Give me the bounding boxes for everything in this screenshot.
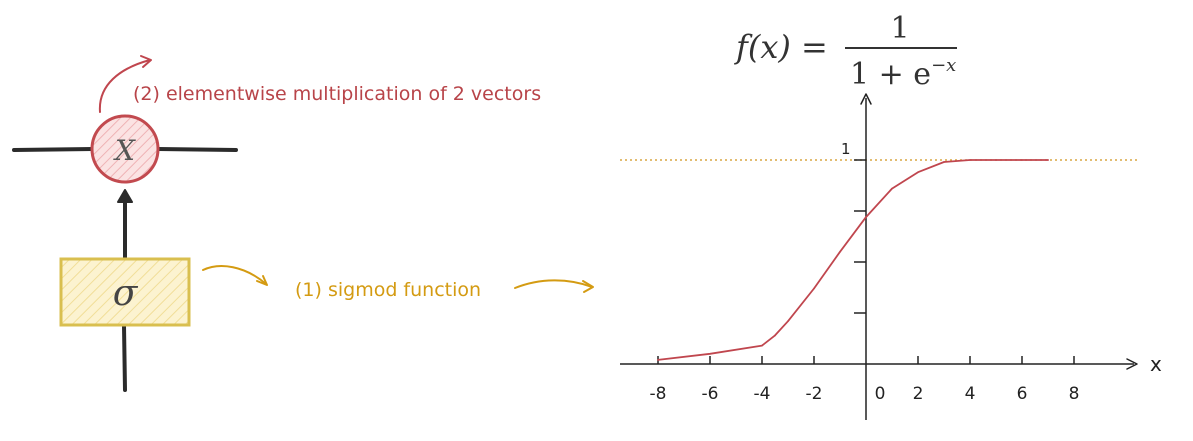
curved-arrow <box>98 59 151 113</box>
sigmoid-label: (1) sigmod function <box>295 279 481 301</box>
formula-denominator-exp: −x <box>931 55 956 76</box>
x-tick-label-6: 4 <box>965 384 976 404</box>
sigmoid-point-0 <box>657 359 659 361</box>
y-tick-label: 1 <box>841 140 851 158</box>
formula-denominator-base: 1 + e <box>850 57 931 92</box>
output-line-right <box>156 147 238 152</box>
sigmoid-point-12 <box>995 159 997 161</box>
gate-diagram: X σ (2) elementwise multiplication of 2 … <box>12 55 594 392</box>
y-axis-arrow <box>860 93 872 105</box>
formula-lhs: f(x) = <box>734 28 828 66</box>
sigmoid-formula: f(x) = 1 1 + e−x <box>734 11 957 92</box>
x-tick-label-2: -4 <box>754 384 771 404</box>
sigmoid-point-6 <box>839 251 841 253</box>
x-tick-label-0: -8 <box>650 384 667 404</box>
sigma-input-line <box>122 324 127 392</box>
sigmoid-point-11 <box>969 159 971 161</box>
sigmoid-point-5 <box>813 287 815 290</box>
sigmoid-arrow-1-head <box>256 275 268 286</box>
x-tick-label-5: 2 <box>913 384 924 404</box>
x-tick-label-1: -6 <box>702 384 719 404</box>
sigmoid-arrow-2-head <box>582 280 594 293</box>
x-tick-label-7: 6 <box>1017 384 1028 404</box>
x-tick-label-3: -2 <box>806 384 823 404</box>
sigma-box <box>59 257 191 327</box>
sigmoid-arrow-1 <box>202 265 267 285</box>
sigmoid-chart: x 1 -8 -6 -4 -2 0 2 4 6 8 <box>620 93 1162 420</box>
input-line-left <box>12 147 95 152</box>
arrow-up-head <box>117 189 133 203</box>
sigmoid-point-3 <box>774 334 776 337</box>
curved-arrow-head <box>140 55 152 68</box>
sigma-symbol: σ <box>113 273 139 314</box>
multiply-label: (2) elementwise multiplication of 2 vect… <box>133 83 541 105</box>
x-axis-arrow <box>1126 358 1138 370</box>
x-axis-label: x <box>1150 352 1162 376</box>
formula-denominator: 1 + e−x <box>850 55 956 92</box>
multiply-symbol: X <box>113 134 136 167</box>
multiply-node <box>90 114 160 184</box>
sigmoid-point-1 <box>709 353 711 355</box>
sigmoid-point-13 <box>1021 159 1023 161</box>
sigmoid-point-2 <box>761 344 763 347</box>
sigmoid-point-9 <box>917 171 919 174</box>
sigmoid-point-7 <box>865 216 867 218</box>
sigmoid-point-10 <box>943 161 945 163</box>
sigmoid-point-14 <box>1047 159 1049 161</box>
sigmoid-arrow-2 <box>514 279 593 289</box>
sigmoid-point-8 <box>891 187 893 190</box>
x-tick-label-4: 0 <box>875 384 886 404</box>
formula-numerator: 1 <box>890 11 909 46</box>
sigmoid-point-4 <box>787 320 789 322</box>
sigmoid-curve <box>657 159 1049 361</box>
x-tick-label-8: 8 <box>1069 384 1080 404</box>
